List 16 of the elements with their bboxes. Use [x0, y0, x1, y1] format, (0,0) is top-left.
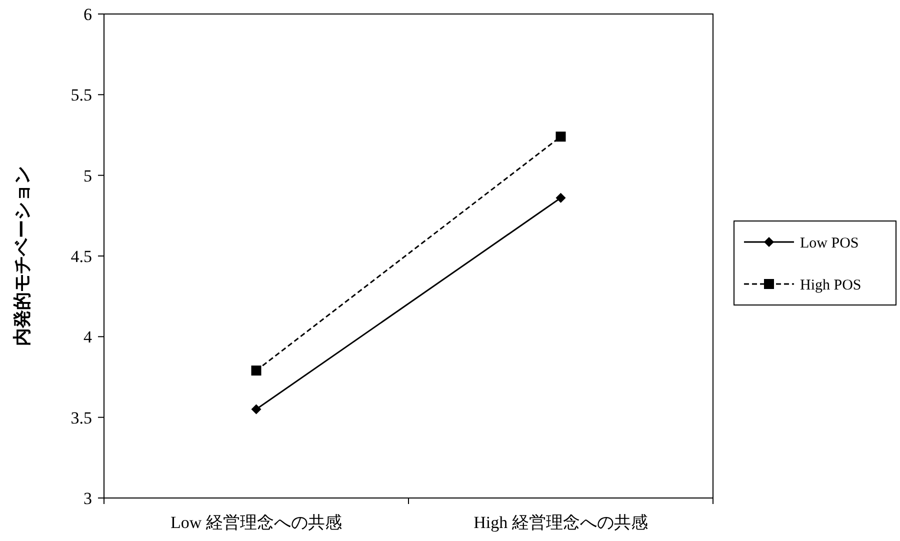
x-tick-label: High 経営理念への共感 — [474, 513, 648, 532]
y-tick-label: 3 — [84, 488, 92, 508]
point — [251, 404, 262, 414]
x-tick-label: Low 経営理念への共感 — [170, 513, 342, 532]
y-tick-label: 4.5 — [70, 246, 92, 266]
legend-label: Low POS — [800, 235, 859, 252]
y-axis-title: 内発的モチベーション — [12, 166, 33, 346]
legend-label: High POS — [800, 277, 862, 294]
y-tick-label: 5 — [84, 166, 92, 186]
y-tick-label: 4 — [84, 328, 92, 347]
y-tick-label: 3.5 — [70, 408, 92, 428]
point — [556, 132, 566, 142]
point — [251, 366, 262, 376]
y-tick-label: 5.5 — [70, 86, 92, 105]
y-tick-label: 6 — [84, 4, 92, 24]
point — [556, 192, 566, 203]
